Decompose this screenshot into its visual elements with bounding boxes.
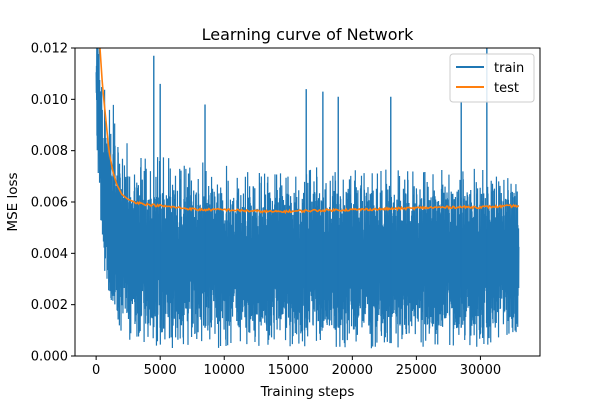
y-tick-label: 0.004 (31, 247, 68, 262)
chart-title: Learning curve of Network (202, 25, 415, 44)
legend-test-label: test (494, 81, 519, 96)
y-axis: 0.000 0.002 0.004 0.006 0.008 0.010 0.012 (31, 42, 75, 365)
x-tick-label: 25000 (396, 363, 437, 378)
x-tick-label: 30000 (460, 363, 501, 378)
x-tick-label: 20000 (332, 363, 373, 378)
x-axis: 0 5000 10000 15000 20000 25000 30000 (92, 356, 501, 378)
test-line (99, 48, 520, 215)
x-tick-label: 15000 (268, 363, 309, 378)
y-tick-label: 0.012 (31, 42, 68, 57)
y-axis-label: MSE loss (5, 172, 21, 231)
x-tick-label: 0 (92, 363, 100, 378)
y-tick-label: 0.002 (31, 298, 68, 313)
test-series (99, 48, 520, 215)
x-tick-label: 10000 (204, 363, 245, 378)
y-tick-label: 0.006 (31, 196, 68, 211)
x-axis-label: Training steps (260, 384, 355, 400)
y-tick-label: 0.010 (31, 93, 68, 108)
plot-area (95, 48, 520, 349)
x-tick-label: 5000 (144, 363, 177, 378)
legend-train-label: train (494, 61, 524, 76)
train-line (95, 48, 520, 349)
legend: train test (449, 53, 535, 103)
y-tick-label: 0.008 (31, 144, 68, 159)
y-tick-label: 0.000 (31, 350, 68, 365)
